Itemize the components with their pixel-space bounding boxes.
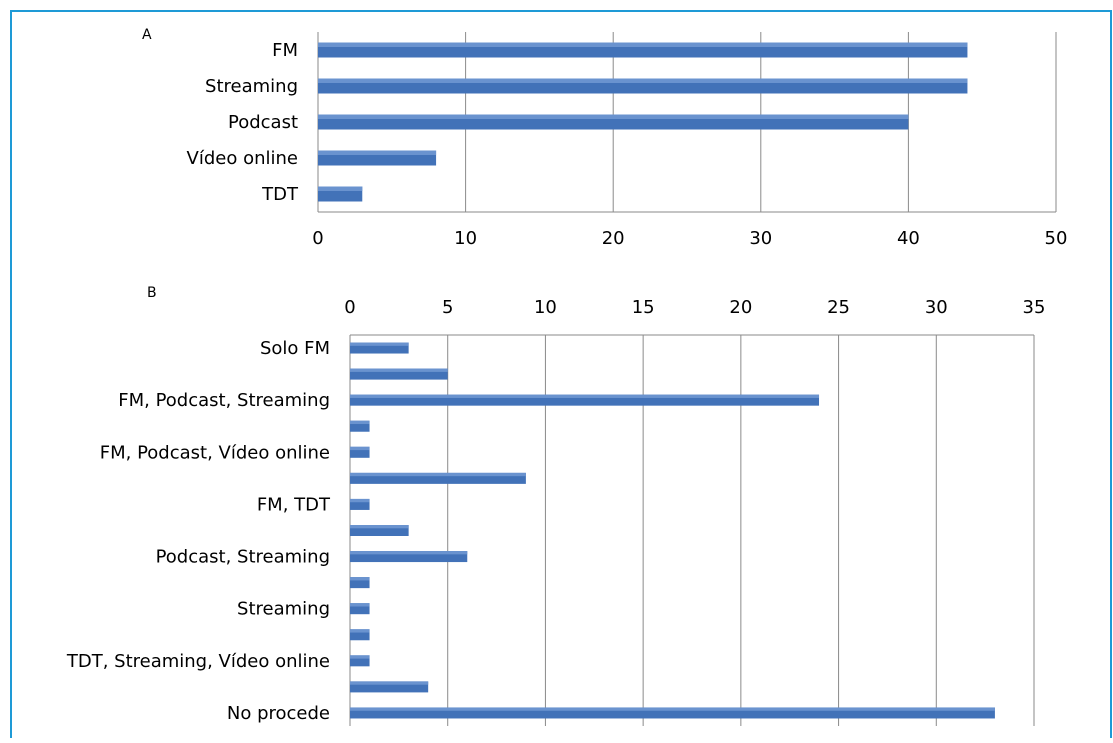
bar-highlight xyxy=(318,186,363,191)
bar-highlight xyxy=(350,629,370,633)
x-tick-label: 20 xyxy=(602,228,625,249)
category-label: Podcast, Streaming xyxy=(156,547,330,568)
category-label: Vídeo online xyxy=(187,148,298,169)
x-tick-label: 35 xyxy=(1023,297,1046,318)
bar-highlight xyxy=(350,551,468,555)
category-label: No procede xyxy=(227,703,330,724)
panel-label: B xyxy=(147,285,157,301)
bar-highlight xyxy=(350,655,370,659)
bar xyxy=(350,472,526,484)
bar-highlight xyxy=(350,368,448,372)
category-label: Podcast xyxy=(228,112,298,133)
bar xyxy=(350,629,370,641)
x-tick-label: 10 xyxy=(534,297,557,318)
x-tick-label: 25 xyxy=(827,297,850,318)
figure-frame: A 0 10 20 30 40 50 FM Streaming Podcast Vídeo onli… xyxy=(10,10,1112,738)
x-tick-label: 0 xyxy=(344,297,355,318)
x-tick-label: 20 xyxy=(729,297,752,318)
bar xyxy=(350,446,370,458)
bar xyxy=(350,577,370,589)
x-tick-label: 30 xyxy=(749,228,772,249)
bar-highlight xyxy=(350,472,526,477)
category-label: Streaming xyxy=(205,76,298,97)
category-label: FM, Podcast, Streaming xyxy=(118,390,330,411)
category-label: FM, TDT xyxy=(257,494,331,515)
category-label: FM, Podcast, Vídeo online xyxy=(100,442,330,463)
bar-highlight xyxy=(350,342,409,346)
x-tick-label: 50 xyxy=(1045,228,1068,249)
bar xyxy=(350,420,370,432)
x-tick-label: 10 xyxy=(454,228,477,249)
bar xyxy=(350,368,448,380)
bar xyxy=(350,394,820,406)
category-label: Streaming xyxy=(237,599,330,620)
bar xyxy=(350,655,370,667)
panel-label: A xyxy=(142,27,152,43)
chart-b: B 0 5 10 15 20 25 30 35 Solo FM FM, Podcast, Strea… xyxy=(66,285,1046,726)
bar xyxy=(350,342,409,354)
x-tick-label: 30 xyxy=(925,297,948,318)
bar-highlight xyxy=(318,114,909,119)
bar xyxy=(350,498,370,510)
x-tick-label: 15 xyxy=(632,297,655,318)
category-label: FM xyxy=(272,40,298,61)
bar-highlight xyxy=(350,681,429,685)
bar-highlight xyxy=(350,603,370,607)
bar-highlight xyxy=(350,577,370,581)
bar xyxy=(350,681,429,693)
bar-highlight xyxy=(350,498,370,503)
bar xyxy=(350,525,409,536)
bar-highlight xyxy=(350,420,370,425)
bar-highlight xyxy=(318,42,968,47)
bar-highlight xyxy=(350,707,995,711)
category-label: TDT xyxy=(261,184,299,205)
x-tick-label: 5 xyxy=(442,297,453,318)
chart-a: A 0 10 20 30 40 50 FM Streaming Podcast Vídeo onli… xyxy=(142,27,1067,249)
bar xyxy=(350,707,995,719)
bar-highlight xyxy=(350,525,409,529)
bar-highlight xyxy=(318,150,437,155)
category-label: TDT, Streaming, Vídeo online xyxy=(66,651,330,672)
category-label: Solo FM xyxy=(260,338,330,359)
bar xyxy=(350,603,370,615)
x-tick-label: 40 xyxy=(897,228,920,249)
bar xyxy=(350,551,468,563)
bar-highlight xyxy=(350,446,370,451)
x-tick-label: 0 xyxy=(312,228,323,249)
bar-highlight xyxy=(318,78,968,83)
bar-highlight xyxy=(350,394,820,398)
